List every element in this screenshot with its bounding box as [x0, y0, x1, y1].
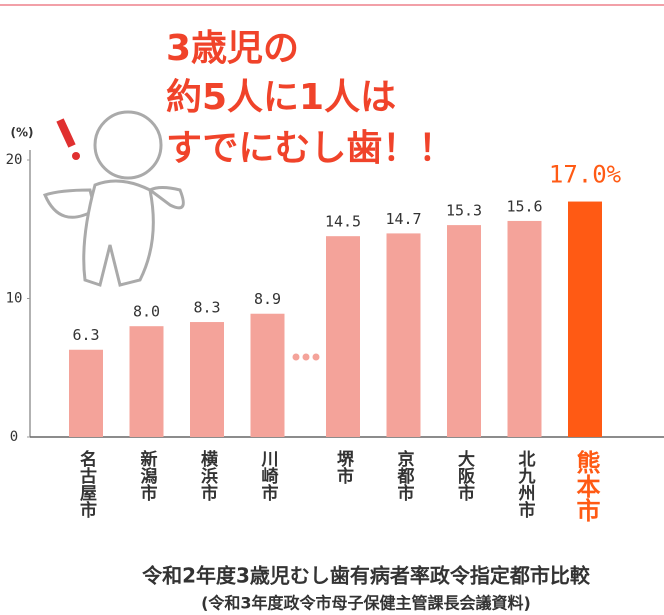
bar — [69, 350, 103, 437]
ellipsis — [293, 354, 320, 361]
bar — [251, 314, 285, 437]
value-label: 15.6 — [506, 197, 542, 215]
annotation: すでにむし歯！！ — [166, 128, 454, 169]
y-axis-label: (%) — [11, 126, 34, 140]
bar — [387, 233, 421, 437]
value-label: 8.9 — [254, 290, 281, 308]
x-tick-label: 大阪市 — [454, 449, 475, 501]
annotation: 3歳児の — [166, 28, 299, 69]
bar — [508, 221, 542, 437]
person-illustration — [45, 112, 183, 285]
x-tick-label: 京都市 — [394, 449, 416, 501]
y-tick-label: 0 — [10, 429, 18, 445]
x-tick-label: 川崎市 — [258, 450, 280, 501]
x-tick-label: 名古屋市 — [76, 449, 97, 518]
value-label: 15.3 — [446, 202, 482, 220]
bar — [190, 322, 224, 437]
bar — [130, 326, 164, 437]
value-label: 17.0% — [549, 161, 622, 189]
x-tick-label: 熊本市 — [572, 449, 600, 522]
chart: 3歳児の 約5人に1人は すでにむし歯！！ (%) 令和2年度3歳児むし歯有病者… — [0, 0, 664, 615]
value-label: 14.7 — [385, 210, 421, 228]
value-label: 8.0 — [133, 303, 160, 321]
y-tick-label: 20 — [6, 152, 23, 168]
x-tick-label: 新潟市 — [137, 449, 158, 501]
annotation: 約5人に1人は — [166, 77, 396, 118]
value-label: 8.3 — [193, 299, 220, 317]
footnote: 令和2年度3歳児むし歯有病者率政令指定都市比較 — [142, 564, 591, 588]
footnote: (令和3年度政令市母子保健主管課長会議資料) — [201, 594, 531, 613]
bar — [568, 202, 602, 437]
y-tick-label: 10 — [6, 291, 23, 307]
value-label: 14.5 — [325, 213, 361, 231]
x-tick-label: 北九州市 — [515, 450, 537, 518]
value-label: 6.3 — [72, 326, 99, 344]
bar — [326, 236, 360, 437]
x-tick-label: 堺市 — [333, 449, 354, 484]
bar — [447, 225, 481, 437]
x-tick-label: 横浜市 — [197, 449, 218, 501]
